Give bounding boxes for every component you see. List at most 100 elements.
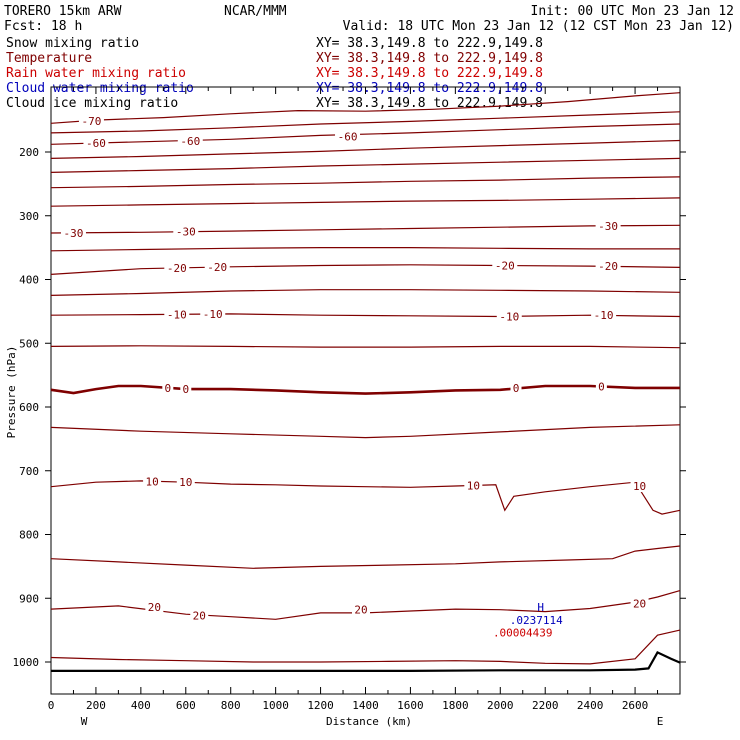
x-axis-title: Distance (km): [326, 715, 412, 728]
isotherm-label-text: -10: [167, 309, 187, 322]
legend-field-snow: Snow mixing ratio: [6, 36, 139, 51]
init-time: Init: 00 UTC Mon 23 Jan 12: [531, 4, 735, 19]
isotherm-line: [50, 92, 681, 124]
isotherm-label: -10: [496, 310, 522, 323]
isotherm-label-bg: [204, 260, 230, 273]
isotherm-line: [50, 139, 681, 159]
value-marker: .0237114: [510, 614, 563, 627]
y-tick-label: 600: [19, 401, 39, 414]
temperature-contours: [50, 92, 681, 665]
isotherm-label: -60: [335, 130, 361, 144]
isotherm-label-text: -20: [207, 261, 227, 274]
isotherm-label-text: 20: [633, 597, 646, 610]
y-tick-label: 800: [19, 529, 39, 542]
legend-xy-cloud-water: XY= 38.3,149.8 to 222.9,149.8: [316, 81, 543, 96]
isotherm-label: -60: [177, 135, 203, 148]
isotherm-label-bg: [177, 135, 203, 148]
isotherm-label-bg: [162, 381, 174, 394]
isotherm-label-text: -60: [86, 137, 106, 150]
isotherm-label-bg: [595, 219, 621, 232]
isotherm-label: -10: [164, 308, 190, 322]
isotherm-label-text: 20: [193, 609, 206, 622]
isotherm-line: [50, 424, 681, 439]
isotherm-label-bg: [496, 310, 522, 323]
isotherm-label-text: -30: [176, 226, 196, 239]
model-name: TORERO 15km ARW: [4, 4, 122, 19]
isotherm-label: -10: [591, 309, 617, 322]
x-tick-label: 1400: [352, 699, 379, 712]
y-tick-label: 400: [19, 274, 39, 287]
isotherm-line: [50, 111, 681, 134]
isotherm-line: [50, 345, 681, 349]
isotherm-label-bg: [335, 130, 361, 143]
x-tick-label: 400: [131, 699, 151, 712]
y-tick-label: 300: [19, 210, 39, 223]
isotherm-label-text: -10: [203, 308, 223, 321]
center-name: NCAR/MMM: [224, 4, 287, 19]
isotherm-label-text: 0: [598, 381, 605, 394]
value-marker: .00004439: [493, 627, 553, 640]
isotherm-label-text: -30: [598, 220, 618, 233]
isotherm-line: [50, 157, 681, 173]
isotherm-label: 10: [143, 475, 162, 489]
x-tick-label: 1600: [397, 699, 424, 712]
x-tick-label: 2400: [577, 699, 604, 712]
forecast-hour: Fcst: 18 h: [4, 19, 82, 34]
isotherm-label: -20: [204, 260, 230, 274]
isotherm-line: [50, 264, 681, 275]
isotherm-label: 20: [145, 601, 164, 614]
isotherm-label: 0: [180, 383, 192, 396]
x-tick-label: 1200: [307, 699, 334, 712]
isotherm-label-text: 0: [513, 382, 520, 395]
y-tick-label: 700: [19, 465, 39, 478]
isotherm-label: 10: [176, 476, 195, 489]
terrain-layer: [51, 650, 681, 672]
isotherm-label-text: -20: [167, 262, 187, 275]
isotherm-label-bg: [591, 309, 617, 322]
isotherm-label-bg: [190, 609, 209, 622]
isotherm-label-bg: [176, 476, 195, 489]
isotherm-label-text: 20: [354, 604, 367, 617]
isotherm-label-text: -30: [64, 227, 84, 240]
terrain-line: [51, 650, 681, 672]
legend-xy-rain: XY= 38.3,149.8 to 222.9,149.8: [316, 66, 543, 81]
isotherm-label-text: 10: [467, 479, 480, 492]
isotherm-label: 0: [595, 380, 607, 394]
isotherm-line: [50, 629, 681, 665]
isotherm-label-bg: [78, 114, 104, 127]
legend-xy-cloud-ice: XY= 38.3,149.8 to 222.9,149.8: [316, 96, 543, 111]
x-tick-label: 600: [176, 699, 196, 712]
isotherm-label-bg: [180, 383, 192, 396]
isotherm-label-bg: [492, 259, 518, 272]
isotherm-label-text: 10: [633, 480, 646, 493]
isotherm-label: 0: [510, 381, 522, 395]
isotherm-label-bg: [143, 475, 162, 488]
isotherm-label: 10: [630, 480, 649, 493]
y-tick-label: 1000: [13, 656, 40, 669]
isotherm-line: [50, 197, 681, 207]
east-label: E: [657, 715, 664, 728]
isotherm-label-bg: [630, 480, 649, 493]
x-tick-label: 1800: [442, 699, 469, 712]
x-tick-label: 2200: [532, 699, 559, 712]
isotherm-line: [50, 247, 680, 252]
isotherm-label-bg: [164, 308, 190, 321]
isotherm-label: 0: [162, 381, 174, 395]
point-markers: H.0237114.00004439: [493, 601, 563, 640]
x-tick-label: 2000: [487, 699, 514, 712]
isotherm-label: 10: [464, 479, 483, 492]
y-tick-label: 500: [19, 337, 39, 350]
isotherm-line: [50, 176, 681, 189]
isotherm-label-bg: [145, 601, 164, 614]
y-tick-label: 900: [19, 592, 39, 605]
isotherm-label: 20: [190, 609, 209, 622]
isotherm-line: [50, 545, 681, 569]
isotherm-line: [50, 289, 681, 296]
isotherm-label-bg: [595, 260, 621, 273]
isotherm-label-text: 10: [145, 476, 158, 489]
legend-field-temperature: Temperature: [6, 51, 92, 66]
isotherm-label-bg: [83, 137, 109, 150]
isotherm-label: -20: [492, 259, 518, 272]
isotherm-label-text: 20: [148, 601, 161, 614]
